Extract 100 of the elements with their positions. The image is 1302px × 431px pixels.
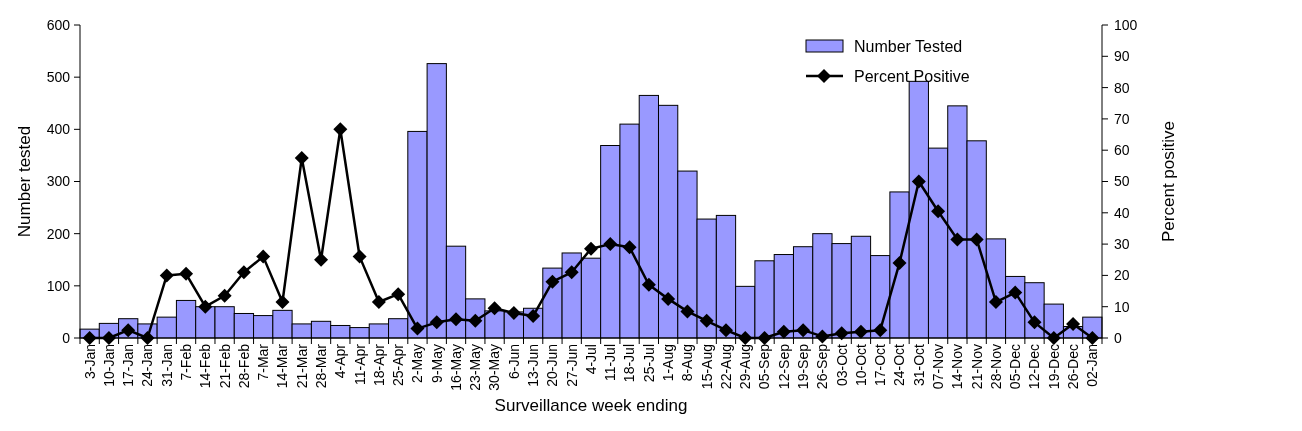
x-tick-label: 28-Feb	[235, 343, 252, 389]
y-axis-title: Number tested	[15, 125, 34, 238]
point	[179, 266, 194, 281]
point	[603, 237, 618, 252]
point	[584, 241, 598, 256]
point	[371, 295, 386, 310]
y2-axis-title: Percent positive	[1158, 121, 1178, 242]
y-tick-label: 600	[46, 16, 71, 33]
point	[198, 299, 213, 314]
point	[853, 324, 868, 339]
point	[661, 291, 676, 306]
legend-label: Number Tested	[854, 37, 963, 55]
y-tick-label: 0	[62, 329, 71, 346]
x-tick-label: 14-Feb	[197, 343, 214, 389]
y2-tick-label: 60	[1114, 142, 1130, 159]
point	[950, 232, 965, 247]
x-tick-label: 18-Jul	[621, 344, 638, 383]
point	[988, 295, 1003, 310]
x-tick-label: 29-Aug	[737, 344, 754, 390]
x-tick-label: 4-Apr	[332, 343, 349, 379]
x-tick-label: 20-Jun	[544, 344, 561, 387]
y2-tick-label: 50	[1114, 173, 1130, 190]
x-tick-label: 30-May	[486, 344, 503, 391]
point	[410, 321, 425, 336]
x-tick-label: 03-Oct	[833, 343, 850, 387]
point	[718, 323, 733, 338]
point	[429, 315, 444, 330]
x-tick-label: 15-Aug	[698, 344, 715, 390]
x-tick-label: 16-May	[447, 344, 464, 391]
x-tick-label: 9-May	[428, 344, 445, 383]
x-tick-label: 07-Nov	[929, 344, 946, 390]
x-tick-label: 12-Dec	[1026, 344, 1043, 390]
point	[564, 265, 579, 280]
point	[545, 274, 560, 289]
point	[333, 122, 348, 137]
y2-tick-label: 90	[1114, 48, 1130, 65]
point	[449, 312, 464, 327]
x-tick-label: 25-Apr	[390, 343, 407, 387]
x-tick-label: 14-Nov	[949, 344, 966, 390]
x-tick-label: 31-Oct	[910, 343, 927, 387]
y-tick-label: 400	[46, 121, 71, 138]
y2-tick-label: 80	[1114, 79, 1130, 96]
legend-label: Percent Positive	[854, 67, 970, 85]
x-tick-label: 12-Sep	[775, 343, 792, 390]
point	[487, 301, 502, 316]
point	[294, 151, 309, 166]
x-tick-label: 02-Jan	[1084, 344, 1101, 387]
x-tick-label: 8-Aug	[679, 344, 696, 382]
x-tick-label: 3-Jan	[81, 344, 98, 380]
x-tick-label: 22-Aug	[717, 344, 734, 390]
x-tick-label: 17-Oct	[872, 343, 889, 387]
point	[931, 204, 946, 219]
x-tick-label: 21-Mar	[293, 343, 310, 389]
x-tick-label: 23-May	[467, 344, 484, 391]
x-tick-label: 10-Oct	[852, 343, 869, 387]
point	[776, 324, 791, 339]
point	[969, 232, 984, 247]
x-tick-label: 19-Dec	[1045, 344, 1062, 390]
x-tick-label: 2-May	[409, 344, 426, 383]
point	[1027, 315, 1042, 330]
x-tick-label: 24-Jan	[139, 344, 156, 387]
x-tick-label: 17-Jan	[120, 344, 137, 387]
y2-tick-label: 20	[1114, 267, 1130, 284]
y2-tick-label: 0	[1114, 329, 1122, 346]
x-tick-label: 28-Nov	[987, 344, 1004, 390]
y2-tick-label: 30	[1114, 236, 1130, 252]
x-tick-label: 19-Sep	[795, 343, 812, 390]
x-tick-label: 28-Mar	[312, 343, 329, 389]
y2-tick-label: 100	[1114, 16, 1138, 33]
point	[275, 295, 290, 310]
x-tick-label: 11-Jul	[602, 344, 619, 382]
x-tick-label: 1-Aug	[660, 344, 677, 382]
x-tick-label: 05-Dec	[1007, 344, 1024, 390]
point	[391, 287, 406, 302]
x-tick-label: 27-Jun	[563, 344, 580, 387]
y-tick-label: 100	[46, 277, 71, 294]
point	[256, 249, 271, 264]
point	[641, 277, 656, 292]
x-tick-label: 21-Nov	[968, 344, 985, 390]
x-axis-title: Surveillance week ending	[494, 396, 688, 415]
x-tick-label: 10-Jan	[100, 344, 117, 387]
y2-tick-label: 70	[1114, 110, 1130, 127]
x-tick-label: 14-Mar	[274, 343, 291, 389]
y-tick-label: 300	[46, 173, 71, 190]
x-tick-label: 26-Dec	[1064, 344, 1081, 390]
y-tick-label: 500	[46, 69, 71, 86]
point	[236, 265, 251, 280]
x-tick-label: 11-Apr	[351, 343, 368, 385]
point	[217, 288, 232, 303]
point	[506, 305, 521, 320]
x-tick-label: 7-Feb	[177, 343, 194, 381]
x-tick-label: 24-Oct	[891, 343, 908, 387]
x-tick-label: 13-Jun	[525, 344, 542, 387]
x-tick-label: 4-Jul	[582, 344, 599, 375]
y-tick-label: 200	[46, 225, 71, 242]
point	[622, 240, 637, 255]
point	[796, 323, 811, 338]
x-tick-label: 26-Sep	[814, 343, 831, 390]
x-tick-label: 05-Sep	[756, 343, 773, 390]
point	[1008, 285, 1023, 300]
